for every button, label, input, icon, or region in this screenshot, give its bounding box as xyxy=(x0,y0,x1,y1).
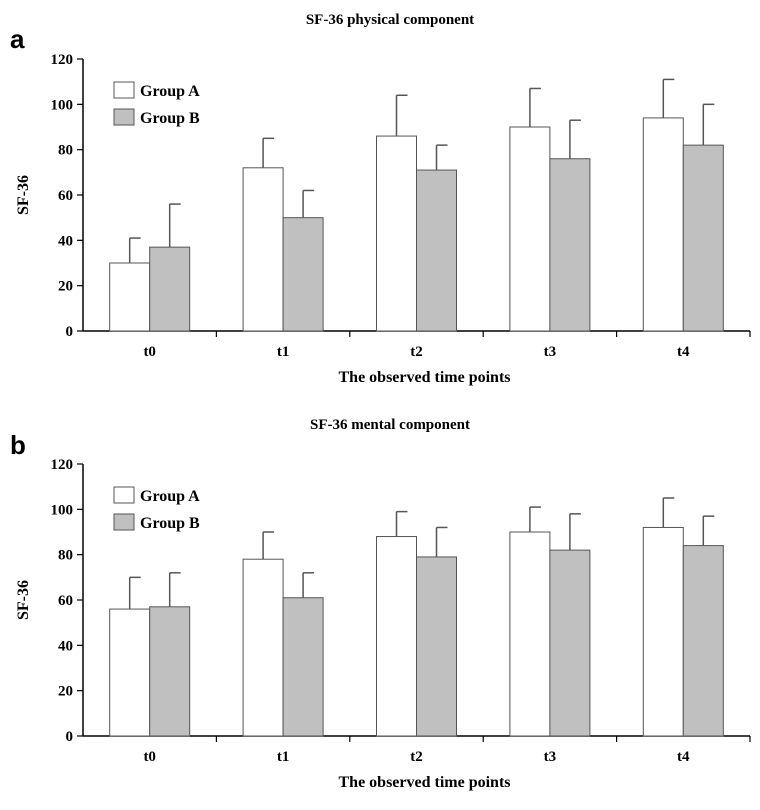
y-tick-label: 20 xyxy=(58,684,73,700)
x-tick-label: t3 xyxy=(544,344,557,360)
x-tick-label: t4 xyxy=(677,749,690,765)
y-tick-label: 40 xyxy=(58,638,73,654)
bar-group-a xyxy=(242,167,284,332)
bar-group-b xyxy=(682,144,724,332)
bar-group-a xyxy=(509,126,551,332)
bar-group-a xyxy=(642,526,684,737)
legend-label: Group A xyxy=(140,488,200,505)
chart-title: SF-36 mental component xyxy=(310,417,470,433)
legend-label: Group B xyxy=(140,515,200,532)
bar-group-a xyxy=(109,262,151,332)
x-tick-label: t2 xyxy=(410,749,423,765)
bar-group-a xyxy=(642,117,684,332)
x-axis-label: The observed time points xyxy=(339,369,511,386)
panel-label: b xyxy=(10,430,26,460)
y-tick-label: 40 xyxy=(58,233,73,249)
bar-group-a xyxy=(242,558,284,737)
legend-swatch xyxy=(113,81,135,99)
y-axis-label: SF-36 xyxy=(15,580,32,620)
bar-group-b xyxy=(282,217,324,332)
chart-panel-b: b SF-36 mental component SF-36 0 20 40 60 80 10… xyxy=(0,405,760,810)
bar-group-a xyxy=(376,135,417,332)
x-tick-label: t1 xyxy=(277,344,290,360)
y-tick-label: 120 xyxy=(51,52,74,68)
y-tick-label: 80 xyxy=(58,548,73,564)
x-axis-label: The observed time points xyxy=(339,774,511,791)
y-tick-label: 80 xyxy=(58,143,73,159)
y-tick-label: 100 xyxy=(51,502,74,518)
legend-label: Group B xyxy=(140,110,200,127)
chart-panel-a: a SF-36 physical component SF-36 0 20 40 60 80… xyxy=(10,12,751,386)
bar-group-b xyxy=(682,545,724,737)
bar-group-b xyxy=(416,169,457,332)
y-tick-label: 60 xyxy=(58,188,73,204)
x-tick-label: t0 xyxy=(143,344,156,360)
x-tick-label: t2 xyxy=(410,344,423,360)
y-tick-label: 0 xyxy=(66,324,74,340)
bar-group-b xyxy=(149,246,191,332)
x-tick-label: t0 xyxy=(143,749,156,765)
bar-group-b xyxy=(282,597,324,737)
legend-swatch xyxy=(113,486,135,504)
x-tick-label: t3 xyxy=(544,749,557,765)
y-tick-label: 60 xyxy=(58,593,73,609)
x-tick-label: t1 xyxy=(277,749,290,765)
chart-b-svg: SF-36 mental component SF-36 0 20 40 60 80 100 1… xyxy=(15,417,751,791)
bar-group-a xyxy=(509,531,551,737)
bar-group-b xyxy=(149,606,191,737)
chart-a-svg: SF-36 physical component SF-36 0 20 40 60 80 10… xyxy=(15,12,751,386)
y-tick-label: 20 xyxy=(58,279,73,295)
panel-label: a xyxy=(10,24,25,54)
bar-group-a xyxy=(109,608,151,737)
bar-group-a xyxy=(376,536,417,737)
chart-title: SF-36 physical component xyxy=(306,12,474,28)
legend-swatch xyxy=(113,513,135,531)
y-tick-label: 100 xyxy=(51,97,74,113)
bar-group-b xyxy=(416,556,457,737)
x-tick-label: t4 xyxy=(677,344,690,360)
legend-label: Group A xyxy=(140,83,200,100)
y-tick-label: 0 xyxy=(66,729,74,745)
legend-swatch xyxy=(113,108,135,126)
bar-group-b xyxy=(549,549,591,737)
bar-group-b xyxy=(549,158,591,332)
y-axis-label: SF-36 xyxy=(15,175,32,215)
y-tick-label: 120 xyxy=(51,457,74,473)
